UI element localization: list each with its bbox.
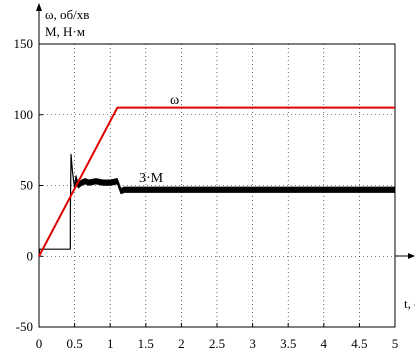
x-tick-label-9: 4.5 — [351, 336, 367, 351]
series-group — [38, 106, 396, 257]
x-tick-label-7: 3.5 — [280, 336, 296, 351]
x-tick-label-1: 0.5 — [66, 336, 82, 351]
y-tick-label-2: 50 — [20, 178, 33, 193]
x-tick-label-0: 0 — [36, 336, 43, 351]
annotation-omega: ω — [170, 93, 179, 108]
x-tick-label-5: 2.5 — [209, 336, 225, 351]
y-axis-label-line1: ω, об/хв — [45, 7, 89, 22]
y-tick-label-4: 150 — [14, 36, 34, 51]
y-tick-label-1: 0 — [27, 248, 34, 263]
y-axis-arrowhead — [36, 3, 42, 11]
y-ticks: -50 0 50 100 150 — [14, 36, 43, 334]
x-axis-label: t, c — [404, 296, 415, 311]
x-tick-label-8: 4 — [321, 336, 328, 351]
x-ticks: 0 0.5 1 1.5 2 2.5 3 3.5 4 4.5 5 — [36, 323, 399, 351]
x-tick-label-3: 1.5 — [138, 336, 154, 351]
x-tick-label-6: 3 — [249, 336, 256, 351]
grid-lines — [39, 44, 395, 327]
x-axis-arrowhead — [408, 253, 415, 259]
y-axis-label-line2: M, Н·м — [45, 24, 85, 39]
x-tick-label-10: 5 — [392, 336, 399, 351]
x-tick-label-2: 1 — [107, 336, 114, 351]
y-tick-label-3: 100 — [14, 107, 34, 122]
series-line-speed — [38, 106, 395, 257]
annotation-torque: 3·M — [139, 171, 164, 186]
x-tick-label-4: 2 — [178, 336, 185, 351]
series-line-torque — [38, 153, 396, 257]
y-tick-label-0: -50 — [16, 319, 33, 334]
